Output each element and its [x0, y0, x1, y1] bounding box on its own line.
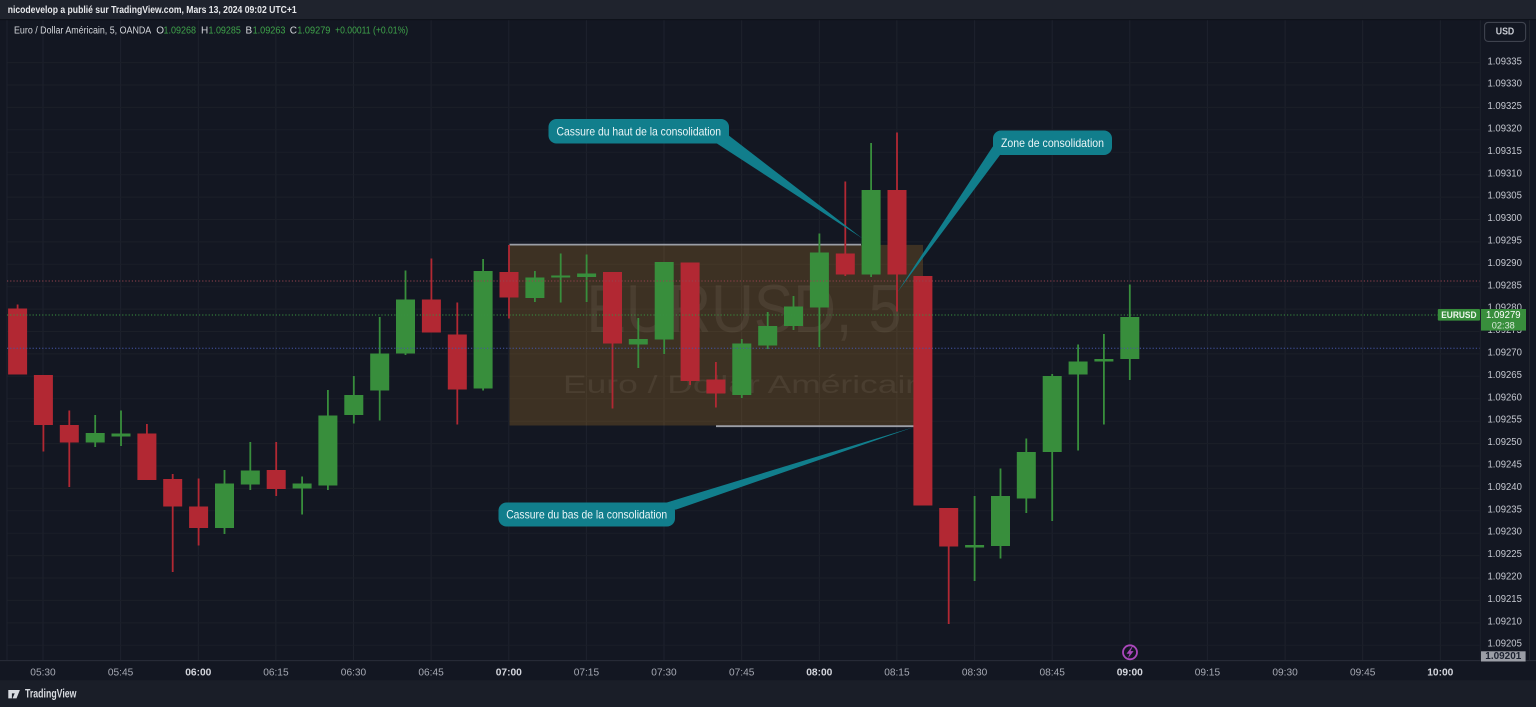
svg-text:1.09330: 1.09330 — [1488, 79, 1523, 90]
svg-text:USD: USD — [1496, 27, 1515, 38]
svg-text:09:30: 09:30 — [1272, 666, 1298, 678]
svg-text:07:45: 07:45 — [729, 666, 755, 678]
svg-text:1.09300: 1.09300 — [1488, 213, 1523, 224]
svg-text:1.09265: 1.09265 — [1488, 370, 1523, 381]
svg-text:EURUSD: EURUSD — [1441, 310, 1476, 320]
svg-text:1.09230: 1.09230 — [1488, 527, 1523, 538]
svg-text:08:45: 08:45 — [1040, 666, 1066, 678]
svg-text:1.09255: 1.09255 — [1488, 415, 1523, 426]
svg-text:1.09320: 1.09320 — [1488, 124, 1523, 135]
svg-text:1.09235: 1.09235 — [1488, 504, 1523, 515]
svg-text:1.09279: 1.09279 — [1486, 310, 1521, 321]
svg-text:05:45: 05:45 — [108, 666, 134, 678]
svg-text:1.09285: 1.09285 — [1488, 280, 1523, 291]
svg-text:06:00: 06:00 — [185, 666, 211, 678]
svg-text:B: B — [246, 26, 253, 37]
svg-text:1.09215: 1.09215 — [1488, 594, 1523, 605]
svg-text:05:30: 05:30 — [30, 666, 56, 678]
svg-text:1.09305: 1.09305 — [1488, 191, 1523, 202]
svg-text:1.09250: 1.09250 — [1488, 437, 1523, 448]
svg-text:1.09280: 1.09280 — [1488, 303, 1523, 314]
svg-text:C: C — [290, 26, 297, 37]
svg-text:1.09268: 1.09268 — [164, 26, 197, 37]
svg-text:02:38: 02:38 — [1492, 321, 1515, 331]
svg-text:1.09220: 1.09220 — [1488, 572, 1523, 583]
svg-text:TradingView: TradingView — [25, 688, 77, 700]
svg-text:09:15: 09:15 — [1195, 666, 1221, 678]
svg-text:O: O — [156, 26, 164, 37]
svg-text:nicodevelop a publié sur Tradi: nicodevelop a publié sur TradingView.com… — [8, 5, 297, 16]
svg-text:+0.00011 (+0.01%): +0.00011 (+0.01%) — [335, 26, 408, 37]
svg-text:1.09260: 1.09260 — [1488, 392, 1523, 403]
svg-text:10:00: 10:00 — [1427, 666, 1453, 678]
svg-text:H: H — [201, 26, 208, 37]
svg-text:Cassure du bas de la consolida: Cassure du bas de la consolidation — [506, 508, 667, 522]
svg-text:1.09263: 1.09263 — [253, 26, 286, 37]
svg-text:1.09210: 1.09210 — [1488, 616, 1523, 627]
svg-text:1.09335: 1.09335 — [1488, 56, 1523, 67]
svg-text:1.09325: 1.09325 — [1488, 101, 1523, 112]
svg-text:Zone de consolidation: Zone de consolidation — [1001, 136, 1104, 150]
svg-text:Cassure du haut de la consolid: Cassure du haut de la consolidation — [557, 124, 722, 138]
svg-text:1.09240: 1.09240 — [1488, 482, 1523, 493]
svg-text:09:45: 09:45 — [1350, 666, 1376, 678]
svg-text:1.09279: 1.09279 — [297, 26, 330, 37]
svg-text:1.09295: 1.09295 — [1488, 236, 1523, 247]
svg-text:1.09285: 1.09285 — [209, 26, 242, 37]
svg-text:07:15: 07:15 — [574, 666, 600, 678]
svg-text:06:45: 06:45 — [418, 666, 444, 678]
svg-text:1.09205: 1.09205 — [1488, 639, 1523, 650]
svg-text:1.09225: 1.09225 — [1488, 549, 1523, 560]
svg-text:08:15: 08:15 — [884, 666, 910, 678]
svg-text:08:30: 08:30 — [962, 666, 988, 678]
svg-text:1.09315: 1.09315 — [1488, 146, 1523, 157]
svg-text:07:30: 07:30 — [651, 666, 677, 678]
svg-text:1.09270: 1.09270 — [1488, 348, 1523, 359]
svg-text:06:15: 06:15 — [263, 666, 289, 678]
svg-text:07:00: 07:00 — [496, 666, 522, 678]
svg-text:06:30: 06:30 — [341, 666, 367, 678]
svg-text:1.09201: 1.09201 — [1485, 651, 1522, 662]
svg-text:1.09245: 1.09245 — [1488, 460, 1523, 471]
svg-text:Euro / Dollar Américain, 5, OA: Euro / Dollar Américain, 5, OANDA — [14, 26, 151, 37]
svg-text:09:00: 09:00 — [1117, 666, 1143, 678]
svg-text:08:00: 08:00 — [806, 666, 832, 678]
svg-text:1.09310: 1.09310 — [1488, 168, 1523, 179]
svg-text:1.09290: 1.09290 — [1488, 258, 1523, 269]
